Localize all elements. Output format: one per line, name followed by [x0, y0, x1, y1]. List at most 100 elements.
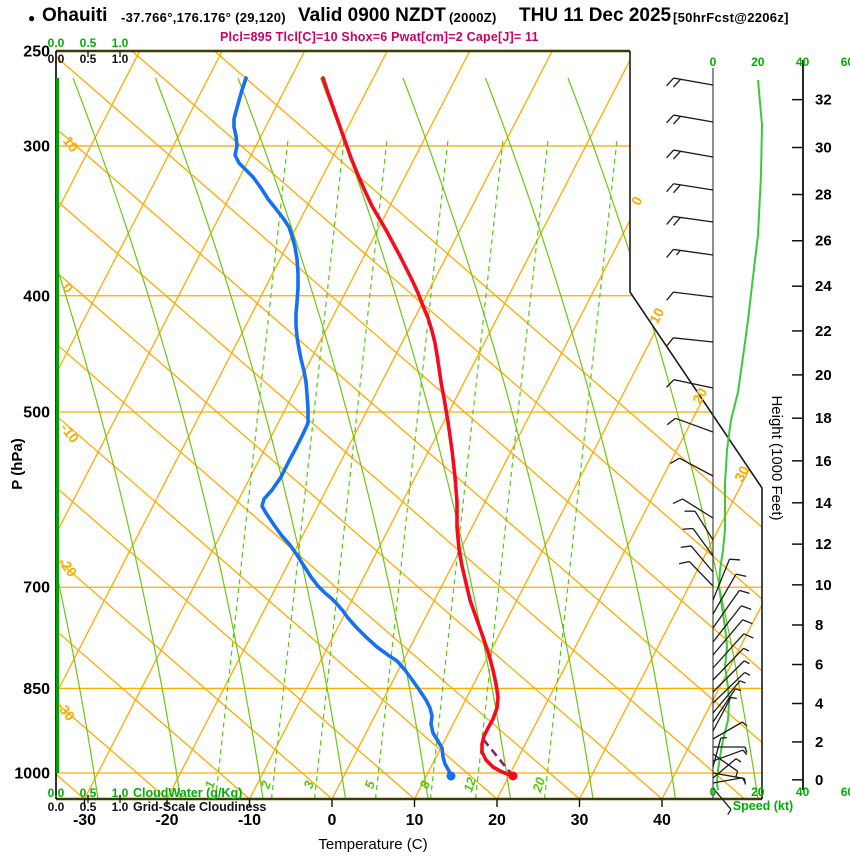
cloudwater-scale-top-label: 0.5 — [80, 36, 97, 50]
wind-barb-feather — [678, 560, 690, 565]
height-tick-label: 2 — [815, 734, 823, 751]
cloudiness-scale-top-label: 1.0 — [112, 52, 129, 66]
speed-scale-top-label: 20 — [751, 55, 765, 69]
wind-barb-feather — [666, 77, 675, 87]
temperature-tick-label: 30 — [571, 812, 589, 829]
cloudwater-scale-top-label: 1.0 — [112, 36, 129, 50]
moist-adiabat-line — [567, 77, 759, 799]
wind-barb-feather — [666, 114, 675, 124]
mixing-ratio-label: 1 — [201, 779, 218, 791]
height-tick-label: 26 — [815, 233, 832, 250]
isotherm-line — [496, 51, 762, 799]
wind-barb-feather — [666, 183, 674, 193]
height-tick-label: 6 — [815, 657, 823, 674]
moist-adiabat-line — [154, 77, 347, 799]
dry-adiabat-line — [56, 51, 762, 799]
wind-barb-feather — [672, 78, 681, 88]
plot-right-border — [629, 51, 763, 799]
dewpoint-trace — [232, 76, 453, 778]
wind-barb-staff — [712, 605, 742, 643]
wind-barb-staff — [673, 149, 714, 158]
pressure-tick-label: 850 — [23, 681, 50, 698]
dry-adiabat-line — [56, 51, 745, 799]
wind-barb-staff — [712, 573, 737, 615]
cloudiness-scale-bottom-label: 1.0 — [112, 800, 129, 814]
wind-barb-feather — [727, 809, 732, 815]
pressure-tick-label: 1000 — [14, 765, 50, 782]
wind-barb-feather — [742, 721, 748, 727]
isotherm-line — [166, 51, 553, 799]
isotherm-label: 20 — [689, 385, 711, 406]
wind-barb-feather — [743, 647, 750, 652]
dry-adiabat-line — [0, 51, 2, 799]
wind-barb-staff — [712, 647, 745, 681]
height-tick-label: 20 — [815, 367, 832, 384]
isotherm-line — [331, 51, 718, 799]
wind-barb-feather — [680, 545, 692, 549]
wind-barb-staff — [673, 291, 714, 298]
wind-barb-staff — [712, 558, 731, 601]
mixing-ratio-line — [214, 139, 289, 799]
temperature-tick-label: 10 — [406, 812, 424, 829]
wind-barb-feather — [730, 696, 737, 700]
isotherm-line — [56, 51, 223, 799]
cloudiness-scale-bottom-label: 0.0 — [48, 800, 65, 814]
speed-scale-bottom-label: 40 — [796, 785, 810, 799]
background-grid — [0, 51, 762, 799]
wind-barb-staff — [712, 753, 738, 772]
isotherm-line — [56, 51, 141, 799]
parcel-path-line — [481, 738, 515, 777]
temperature-trace — [321, 76, 515, 778]
wind-barb-feather — [735, 573, 747, 577]
mixing-ratio-label: 3 — [300, 778, 317, 790]
wind-barb-staff — [712, 589, 740, 629]
wind-barb-feather — [735, 758, 742, 763]
sounding-traces — [232, 76, 764, 791]
wind-barb-feather — [735, 688, 742, 692]
wind-barb-staff — [673, 77, 714, 86]
wind-barb-feather — [741, 777, 746, 784]
mixing-ratio-line — [270, 139, 345, 799]
wind-barb-feather — [682, 527, 694, 530]
wind-barb-staff — [712, 660, 745, 693]
height-tick-label: 22 — [815, 323, 832, 340]
pressure-tick-label: 250 — [23, 44, 50, 61]
wind-barb-feather — [670, 457, 680, 464]
dry-adiabat-line — [56, 51, 333, 799]
speed-scale-top-label: 60 — [841, 55, 850, 69]
wind-barb-feather — [672, 115, 681, 125]
wind-barb-feather — [672, 150, 681, 160]
station-coords: -37.766°,176.176° (29,120) — [121, 10, 286, 25]
mixing-ratio-label: 2 — [257, 778, 274, 791]
speed-scale-top-label: 40 — [796, 55, 810, 69]
wind-barb-feather — [666, 291, 674, 301]
isotherm-line — [83, 51, 471, 799]
wind-barb-feather — [741, 605, 752, 610]
wind-barb-feather — [666, 149, 675, 159]
wind-barb-feather — [744, 671, 751, 676]
wind-barb-staff — [712, 688, 736, 723]
cloudiness-scale-bottom-label: 0.5 — [80, 800, 97, 814]
wind-barb-feather — [743, 660, 750, 665]
station-bullet-icon: ● — [28, 11, 36, 25]
dry-adiabat-label: 10 — [60, 133, 82, 155]
mixing-ratio-label: 12 — [460, 775, 479, 794]
height-tick-label: 16 — [815, 453, 832, 470]
height-axis-title: Height (1000 Feet) — [768, 395, 785, 520]
moist-adiabat-line — [319, 77, 512, 799]
speed-scale-bottom-label: 20 — [751, 785, 765, 799]
moist-adiabat-line — [56, 77, 182, 799]
pressure-axis-title: P (hPa) — [9, 438, 26, 489]
speed-scale-bottom-label: 60 — [841, 785, 850, 799]
wind-barb-staff — [673, 114, 714, 123]
wind-barb-staff — [675, 417, 714, 433]
pressure-tick-label: 400 — [23, 288, 50, 305]
height-tick-label: 10 — [815, 577, 832, 594]
height-tick-label: 24 — [815, 278, 832, 295]
wind-barb-feather — [673, 184, 681, 194]
isotherm-label: 10 — [646, 305, 668, 326]
surface-dewpoint-dot — [446, 771, 456, 781]
temperature-tick-label: 20 — [488, 812, 506, 829]
wind-barb-staff — [712, 758, 737, 779]
